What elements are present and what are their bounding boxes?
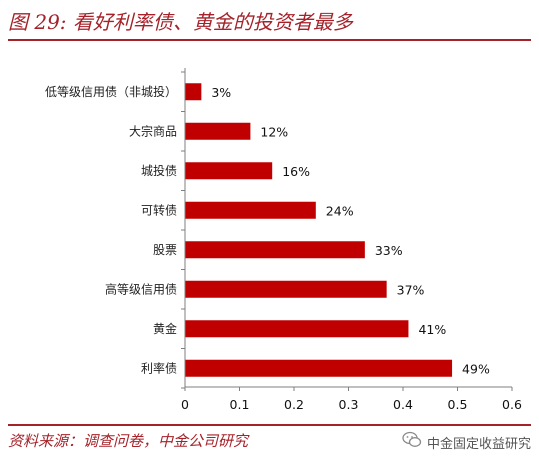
data-label: 37% bbox=[397, 282, 425, 297]
category-label: 大宗商品 bbox=[129, 123, 177, 138]
data-label: 12% bbox=[260, 124, 288, 139]
category-label: 黄金 bbox=[153, 321, 177, 336]
bar bbox=[185, 320, 409, 338]
brand-watermark: 中金固定收益研究 bbox=[402, 430, 531, 454]
bar bbox=[185, 122, 251, 140]
x-tick-label: 0.5 bbox=[448, 397, 468, 412]
figure-title: 图 29: 看好利率债、黄金的投资者最多 bbox=[8, 10, 353, 34]
bar bbox=[185, 359, 453, 377]
footer-divider bbox=[8, 424, 531, 426]
category-label: 股票 bbox=[153, 243, 177, 257]
data-label: 24% bbox=[326, 203, 354, 218]
data-label: 16% bbox=[282, 164, 310, 179]
x-tick-label: 0.4 bbox=[393, 397, 413, 412]
category-label: 利率债 bbox=[141, 360, 177, 375]
title-divider bbox=[8, 39, 531, 41]
x-tick-label: 0.2 bbox=[284, 397, 304, 412]
data-label: 49% bbox=[462, 361, 490, 376]
bar bbox=[185, 83, 202, 101]
x-tick-label: 0 bbox=[181, 397, 189, 412]
data-label: 33% bbox=[375, 243, 403, 258]
brand-name: 中金固定收益研究 bbox=[426, 436, 531, 452]
category-label: 可转债 bbox=[141, 202, 177, 217]
bar bbox=[185, 201, 316, 219]
category-label: 低等级信用债（非城投） bbox=[45, 84, 177, 99]
category-label: 城投债 bbox=[141, 163, 177, 178]
category-label: 高等级信用债 bbox=[105, 281, 177, 296]
data-label: 41% bbox=[418, 322, 446, 337]
x-tick-label: 0.6 bbox=[502, 397, 522, 412]
x-tick-label: 0.1 bbox=[230, 397, 250, 412]
source-note: 资料来源：调查问卷，中金公司研究 bbox=[8, 432, 249, 450]
bar bbox=[185, 162, 273, 180]
bar bbox=[185, 280, 387, 298]
data-label: 3% bbox=[211, 85, 231, 100]
x-tick-label: 0.3 bbox=[339, 397, 359, 412]
wechat-icon bbox=[402, 431, 422, 453]
bar bbox=[185, 241, 365, 259]
